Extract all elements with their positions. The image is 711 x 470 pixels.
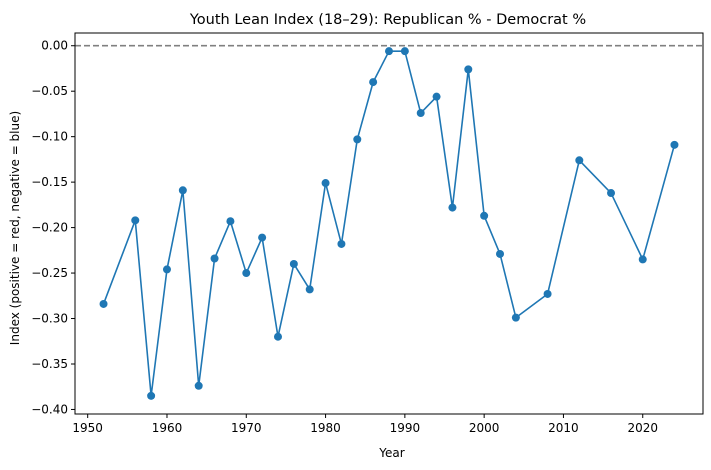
x-tick-label: 1990 — [390, 421, 421, 435]
data-point — [147, 391, 156, 400]
y-tick-label: −0.40 — [31, 402, 68, 416]
data-point — [242, 269, 251, 278]
data-point — [131, 216, 140, 225]
data-point — [289, 259, 298, 268]
data-point — [448, 203, 457, 212]
data-point — [178, 186, 187, 195]
x-tick-label: 2010 — [548, 421, 579, 435]
data-point — [385, 47, 393, 56]
y-tick-label: −0.30 — [31, 312, 68, 326]
plot-area: 1950 1960 1970 1980 1990 2000 2010 2020 0.00 −0.0… — [31, 32, 704, 435]
y-tick-label: −0.15 — [31, 175, 68, 189]
data-point — [337, 239, 346, 248]
data-point — [543, 289, 552, 298]
y-tick-label: −0.05 — [31, 84, 68, 98]
x-tick-label: 2000 — [469, 421, 500, 435]
chart-title: Youth Lean Index (18–29): Republican % -… — [189, 12, 586, 28]
x-tick-label: 2020 — [627, 421, 658, 435]
y-tick-label: −0.35 — [31, 357, 68, 371]
data-point — [210, 254, 219, 263]
y-tick-label: −0.25 — [31, 266, 68, 280]
data-point — [638, 255, 647, 264]
y-tick-label: 0.00 — [41, 39, 68, 53]
data-point — [353, 135, 362, 144]
data-point — [575, 156, 584, 165]
x-tick-label: 1980 — [310, 421, 341, 435]
data-point — [511, 313, 520, 322]
data-point — [273, 332, 282, 341]
data-point — [432, 92, 441, 101]
data-point — [194, 381, 203, 390]
data-point — [305, 285, 314, 294]
data-point — [670, 140, 679, 149]
data-point — [321, 179, 330, 188]
data-point — [369, 78, 378, 87]
y-axis-label: Index (positive = red, negative = blue) — [8, 111, 22, 345]
data-point — [480, 211, 489, 220]
x-axis-label: Year — [378, 446, 404, 460]
data-point — [226, 217, 235, 226]
data-point — [464, 65, 473, 74]
y-tick-label: −0.20 — [31, 221, 68, 235]
data-point — [162, 265, 171, 274]
data-point — [258, 233, 267, 242]
data-point — [400, 47, 409, 56]
x-tick-label: 1950 — [72, 421, 103, 435]
y-tick-label: −0.10 — [31, 130, 68, 144]
data-point — [607, 189, 616, 198]
data-point — [496, 249, 505, 258]
x-tick-label: 1960 — [152, 421, 183, 435]
x-tick-label: 1970 — [231, 421, 262, 435]
plot-frame — [74, 32, 704, 415]
data-point — [416, 109, 425, 118]
data-point — [99, 299, 108, 308]
